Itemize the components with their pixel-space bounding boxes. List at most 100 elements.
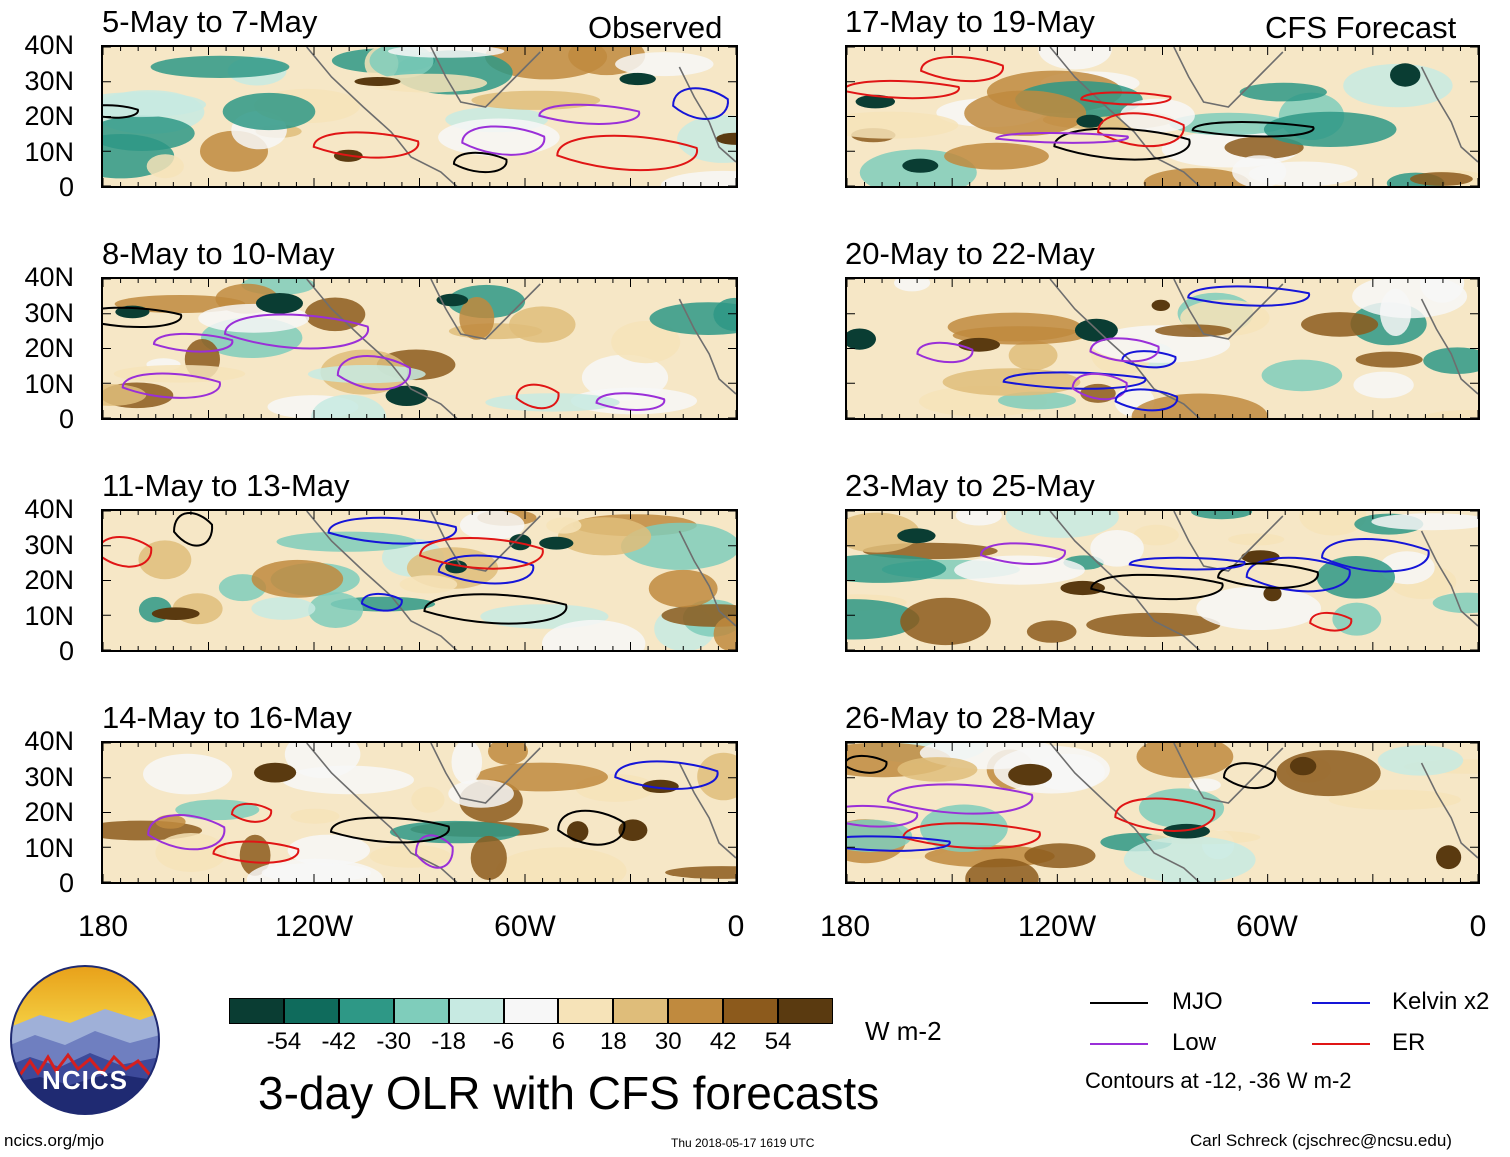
panel-title-fcst-4: 26-May to 28-May bbox=[845, 700, 1095, 735]
colorbar-swatch bbox=[283, 998, 339, 1024]
olr-anomaly-blob bbox=[1196, 586, 1322, 630]
map-panel-obs-1 bbox=[101, 45, 738, 188]
wave-contour bbox=[995, 132, 1129, 144]
wave-contour bbox=[224, 313, 369, 350]
olr-anomaly-blob bbox=[847, 512, 920, 553]
olr-anomaly-blob bbox=[155, 814, 186, 829]
cfs-forecast-label: CFS Forecast bbox=[1265, 10, 1457, 45]
olr-anomaly-blob bbox=[1263, 111, 1397, 147]
olr-anomaly-blob bbox=[175, 799, 260, 821]
wave-contour bbox=[121, 372, 221, 399]
wave-contour bbox=[336, 355, 411, 391]
wave-contour bbox=[538, 103, 640, 125]
y-tick-row3-2: 20N bbox=[24, 565, 74, 595]
wave-contour bbox=[452, 151, 508, 174]
olr-anomaly-blob bbox=[459, 511, 525, 541]
olr-anomaly-blob bbox=[438, 118, 560, 157]
map-panel-obs-2 bbox=[101, 277, 738, 420]
olr-anomaly-core bbox=[254, 762, 297, 783]
panel-title-fcst-3: 23-May to 25-May bbox=[845, 468, 1095, 503]
y-tick-row2-3: 10N bbox=[24, 368, 74, 399]
y-tick-row1-1: 30N bbox=[24, 65, 74, 96]
legend-note: Contours at -12, -36 W m-2 bbox=[1085, 1068, 1352, 1093]
olr-anomaly-blob bbox=[451, 743, 483, 784]
olr-anomaly-core bbox=[618, 819, 648, 841]
coastline bbox=[1049, 743, 1478, 882]
olr-anomaly-blob bbox=[308, 592, 363, 628]
wave-contour bbox=[212, 840, 300, 864]
olr-anomaly-blob bbox=[1169, 112, 1288, 136]
olr-anomaly-blob bbox=[1136, 743, 1234, 778]
map-panel-obs-4 bbox=[101, 741, 738, 884]
x-tick-right-120w: 120W bbox=[1017, 910, 1097, 943]
colorbar-tick-label: 30 bbox=[654, 1028, 682, 1055]
wave-contour bbox=[557, 809, 626, 846]
wave-contour bbox=[103, 535, 153, 568]
colorbar-swatch bbox=[229, 998, 284, 1024]
legend-line-mjo bbox=[1090, 1002, 1148, 1004]
wave-contour bbox=[1128, 556, 1246, 571]
y-tick-row2-1: 30N bbox=[24, 297, 74, 328]
colorbar-tick-label: -6 bbox=[492, 1028, 515, 1055]
coastline bbox=[1049, 47, 1478, 186]
olr-anomaly-blob bbox=[495, 847, 627, 882]
olr-anomaly-blob bbox=[1133, 524, 1179, 546]
olr-anomaly-blob bbox=[661, 170, 736, 186]
olr-anomaly-blob bbox=[290, 808, 340, 824]
olr-anomaly-blob bbox=[146, 154, 184, 179]
olr-anomaly-blob bbox=[155, 833, 227, 872]
olr-anomaly-core bbox=[567, 821, 589, 842]
x-tick-right-0: 0 bbox=[1469, 910, 1487, 943]
footer-right: Carl Schreck (cjschrec@ncsu.edu) bbox=[1190, 1131, 1452, 1150]
legend-label-er: ER bbox=[1392, 1029, 1426, 1056]
olr-anomaly-core bbox=[1060, 580, 1105, 596]
legend-label-kelvin: Kelvin x2 bbox=[1392, 988, 1490, 1015]
wave-contour bbox=[1114, 388, 1178, 412]
olr-anomaly-blob bbox=[1026, 620, 1077, 643]
olr-anomaly-blob bbox=[1123, 836, 1256, 882]
olr-anomaly-blob bbox=[261, 863, 372, 882]
y-tick-row3-3: 10N bbox=[24, 600, 74, 631]
olr-anomaly-blob bbox=[485, 393, 620, 412]
olr-anomaly-blob bbox=[276, 531, 417, 552]
olr-anomaly-blob bbox=[1090, 530, 1144, 567]
olr-anomaly-blob bbox=[459, 297, 495, 340]
olr-anomaly-blob bbox=[251, 559, 344, 598]
wave-contour bbox=[437, 554, 535, 585]
olr-anomaly-blob bbox=[1301, 312, 1379, 337]
olr-anomaly-blob bbox=[1353, 371, 1414, 399]
colorbar-tick-label: -54 bbox=[266, 1028, 302, 1055]
olr-anomaly-blob bbox=[955, 511, 1002, 526]
olr-anomaly-blob bbox=[998, 391, 1076, 410]
y-tick-row1-3: 10N bbox=[24, 136, 74, 167]
olr-anomaly-blob bbox=[471, 90, 601, 110]
olr-map-svg bbox=[103, 511, 736, 650]
y-tick-row2-2: 20N bbox=[24, 333, 74, 363]
wave-contour bbox=[1097, 112, 1185, 148]
olr-map-svg bbox=[847, 279, 1478, 418]
olr-map-svg bbox=[103, 279, 736, 418]
colorbar-units: W m-2 bbox=[865, 1016, 942, 1046]
olr-anomaly-core bbox=[436, 293, 469, 307]
olr-anomaly-blob bbox=[1352, 279, 1468, 319]
ncics-logo: NCICS bbox=[10, 965, 160, 1115]
olr-map-svg bbox=[847, 47, 1478, 186]
olr-anomaly-blob bbox=[1143, 168, 1250, 186]
logo-text: NCICS bbox=[42, 1065, 128, 1095]
y-tick-row4-4: 0 bbox=[58, 868, 74, 898]
olr-anomaly-blob bbox=[470, 835, 507, 881]
wave-contour bbox=[847, 754, 888, 774]
olr-anomaly-blob bbox=[897, 757, 978, 782]
wave-contour bbox=[329, 816, 450, 844]
wave-contour bbox=[1217, 562, 1319, 589]
x-tick-left-60w: 60W bbox=[494, 910, 556, 943]
olr-anomaly-blob bbox=[847, 111, 959, 139]
olr-anomaly-core bbox=[354, 77, 401, 86]
wave-contour bbox=[902, 822, 1041, 850]
wave-contour bbox=[147, 814, 226, 851]
legend-line-low bbox=[1090, 1043, 1148, 1045]
wave-contour bbox=[312, 131, 420, 159]
colorbar bbox=[229, 998, 833, 1024]
legend-label-mjo: MJO bbox=[1172, 988, 1223, 1015]
panel-title-obs-2: 8-May to 10-May bbox=[102, 236, 335, 271]
